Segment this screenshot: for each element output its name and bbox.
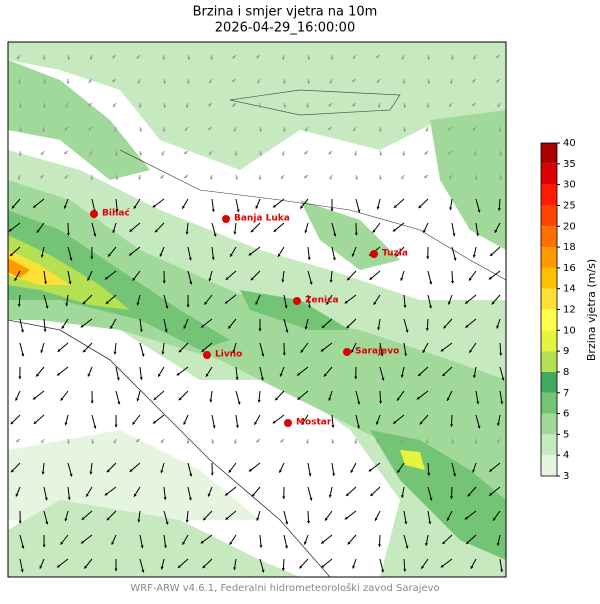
colorbar-tick-label: 25 bbox=[563, 200, 576, 211]
wind-field bbox=[8, 42, 506, 577]
colorbar-segment bbox=[541, 434, 557, 455]
colorbar-segment bbox=[541, 310, 557, 331]
colorbar-segment bbox=[541, 205, 557, 226]
colorbar-tick-label: 18 bbox=[563, 242, 576, 253]
city-marker bbox=[370, 250, 378, 258]
colorbar-segment bbox=[541, 330, 557, 351]
city-marker bbox=[90, 210, 98, 218]
city-marker bbox=[284, 419, 292, 427]
colorbar-tick-label: 4 bbox=[563, 450, 569, 461]
colorbar-segment bbox=[541, 268, 557, 289]
city-label: Tuzla bbox=[382, 249, 408, 259]
colorbar-segment bbox=[541, 289, 557, 310]
colorbar-segment bbox=[541, 351, 557, 372]
colorbar-tick-label: 30 bbox=[563, 180, 576, 191]
colorbar-tick-label: 8 bbox=[563, 367, 569, 378]
colorbar-segment bbox=[541, 414, 557, 435]
colorbar-tick-label: 20 bbox=[563, 221, 576, 232]
colorbar-tick-label: 6 bbox=[563, 409, 569, 420]
colorbar-segment bbox=[541, 372, 557, 393]
city-marker bbox=[203, 351, 211, 359]
city-marker bbox=[222, 215, 230, 223]
city-marker bbox=[343, 348, 351, 356]
city-label: Mostar bbox=[296, 418, 332, 428]
colorbar-tick-label: 7 bbox=[563, 388, 569, 399]
colorbar-tick-label: 12 bbox=[563, 305, 576, 316]
map-title: Brzina i smjer vjetra na 10m bbox=[193, 5, 378, 20]
colorbar-segment bbox=[541, 393, 557, 414]
city-label: Sarajevo bbox=[355, 347, 399, 357]
colorbar-segment bbox=[541, 247, 557, 268]
colorbar-segment bbox=[541, 164, 557, 185]
colorbar-tick-label: 5 bbox=[563, 429, 569, 440]
colorbar-tick-label: 40 bbox=[563, 138, 576, 149]
colorbar-label: Brzina vjetra (m/s) bbox=[585, 259, 598, 361]
city-label: Banja Luka bbox=[234, 214, 290, 224]
colorbar-tick-label: 10 bbox=[563, 325, 576, 336]
footer-credit: WRF-ARW v4.6.1, Federalni hidrometeorolo… bbox=[130, 582, 439, 594]
city-marker bbox=[293, 297, 301, 305]
colorbar-tick-label: 14 bbox=[563, 284, 576, 295]
city-label: Livno bbox=[215, 350, 242, 360]
colorbar-tick-label: 3 bbox=[563, 471, 569, 482]
colorbar-segment bbox=[541, 455, 557, 476]
colorbar-tick-label: 9 bbox=[563, 346, 569, 357]
colorbar-segment bbox=[541, 143, 557, 164]
colorbar-tick-label: 16 bbox=[563, 263, 576, 274]
city-label: Bihać bbox=[102, 208, 130, 219]
colorbar-segment bbox=[541, 185, 557, 206]
city-label: Zenica bbox=[305, 296, 339, 306]
map-subtitle: 2026-04-29_16:00:00 bbox=[215, 21, 355, 36]
colorbar-tick-label: 35 bbox=[563, 159, 576, 170]
colorbar-segment bbox=[541, 226, 557, 247]
